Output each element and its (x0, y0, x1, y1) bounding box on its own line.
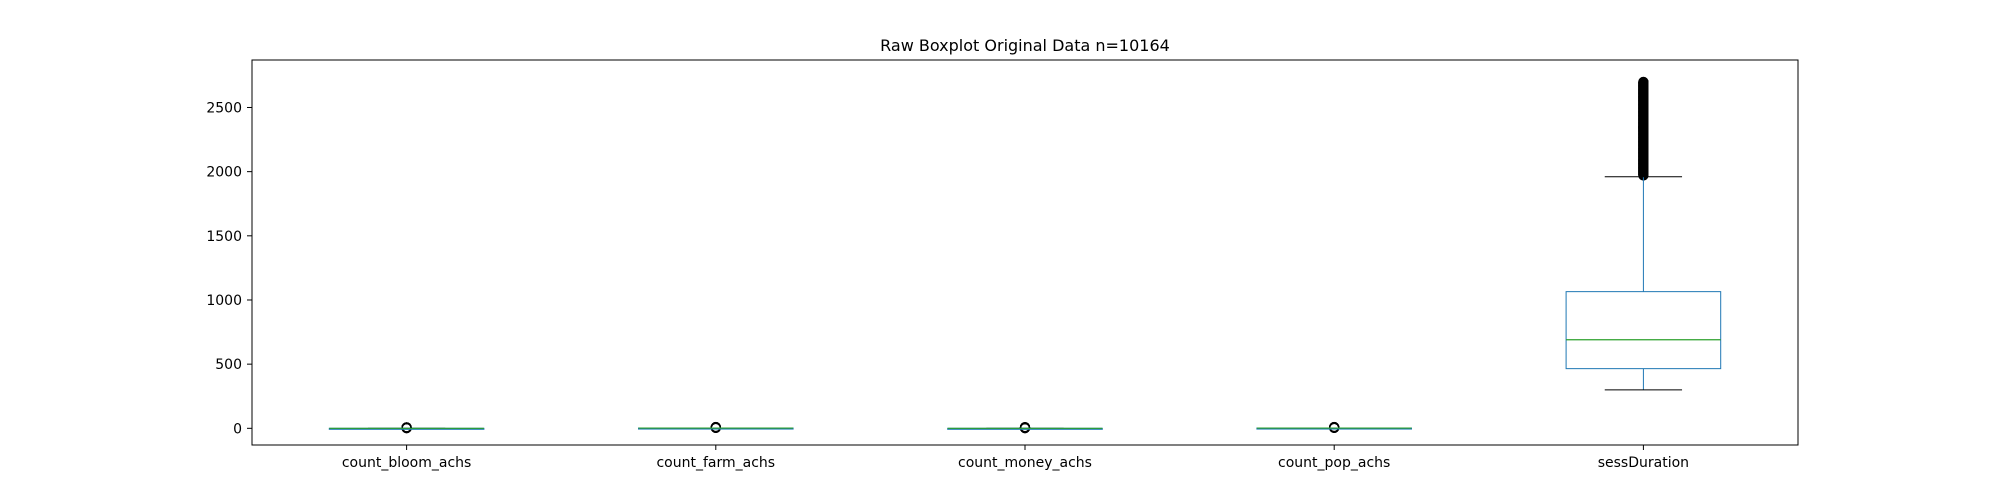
box-sessDuration (1565, 76, 1722, 391)
x-tick-label: count_farm_achs (656, 455, 775, 471)
box-count_pop_achs (1256, 421, 1413, 434)
x-tick-label: count_bloom_achs (342, 455, 472, 471)
boxes-layer (328, 76, 1722, 434)
box-count_money_achs (947, 422, 1103, 434)
outlier-point (1329, 421, 1340, 433)
outlier-point (1638, 76, 1649, 87)
outlier-point (710, 421, 721, 433)
box-count_farm_achs (638, 421, 794, 434)
y-tick-label: 1500 (206, 229, 242, 245)
plot-frame (251, 59, 1799, 446)
y-tick-label: 2500 (206, 100, 242, 116)
y-axis: 0 500 1000 1500 2000 2500 (206, 100, 252, 437)
y-tick-label: 2000 (206, 165, 242, 181)
y-tick-label: 500 (215, 357, 242, 373)
iqr-box (1565, 291, 1722, 370)
x-tick-label: count_money_achs (958, 455, 1092, 471)
x-axis: count_bloom_achs count_farm_achs count_mon… (342, 445, 1689, 471)
x-tick-label: sessDuration (1598, 455, 1689, 471)
outlier-point (401, 422, 412, 433)
chart-title: Raw Boxplot Original Data n=10164 (880, 36, 1170, 55)
outlier-point (1019, 422, 1031, 433)
box-count_bloom_achs (328, 422, 485, 434)
x-tick-label: count_pop_achs (1278, 455, 1390, 471)
y-tick-label: 1000 (206, 293, 242, 309)
y-tick-label: 0 (233, 421, 242, 437)
